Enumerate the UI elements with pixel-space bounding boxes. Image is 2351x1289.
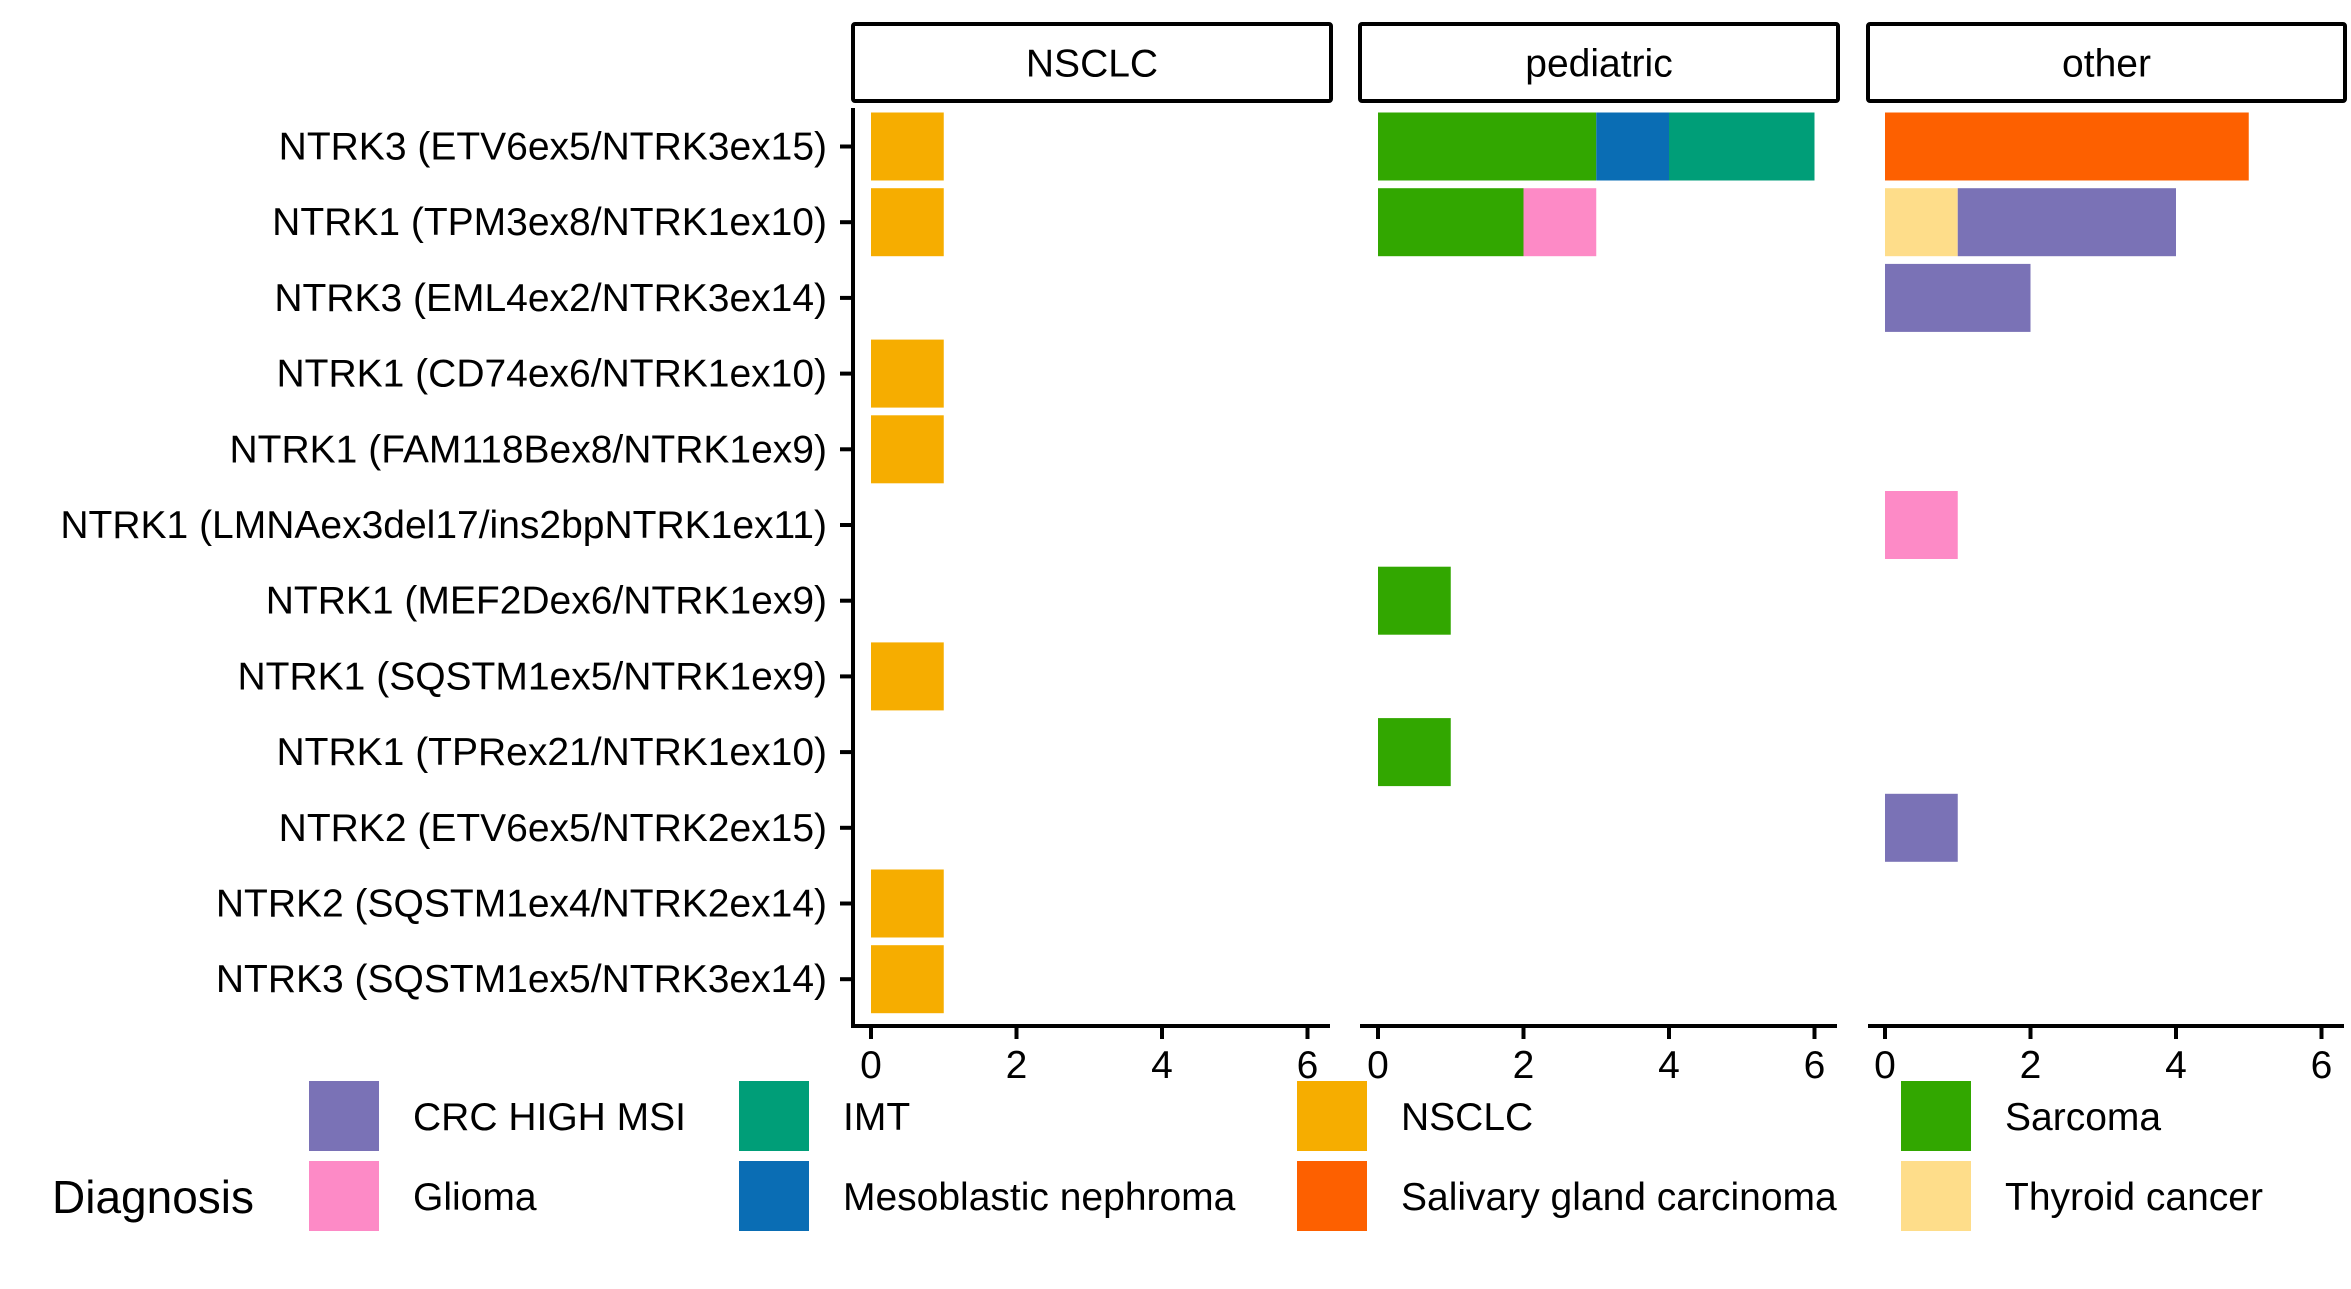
legend-key-sarcoma (1901, 1081, 1971, 1151)
bar-nsclc-ntrk3-etv6ex5-ntrk3ex15-nsclc (871, 112, 944, 181)
legend-key-imt (739, 1081, 809, 1151)
x-tick-label-other-0: 0 (1874, 1044, 1896, 1087)
bar-pediatric-ntrk3-etv6ex5-ntrk3ex15-imt (1669, 112, 1815, 181)
y-label-ntrk1-mef2dex6-ntrk1ex9: NTRK1 (MEF2Dex6/NTRK1ex9) (266, 580, 827, 623)
facet-strip-nsclc (851, 22, 1333, 103)
bars (871, 112, 2249, 1014)
x-tick-label-other-6: 6 (2311, 1044, 2333, 1087)
bar-nsclc-ntrk1-tpm3ex8-ntrk1ex10-nsclc (871, 188, 944, 257)
legend-label-glioma: Glioma (413, 1176, 537, 1219)
x-tick-label-other-2: 2 (2020, 1044, 2042, 1087)
facet-strips: NSCLC pediatric other (851, 22, 2347, 103)
legend-label-mesoblastic-nephroma: Mesoblastic nephroma (843, 1176, 1236, 1219)
y-label-ntrk2-sqstm1ex4-ntrk2ex14: NTRK2 (SQSTM1ex4/NTRK2ex14) (216, 883, 827, 926)
facet-label-nsclc: NSCLC (1026, 43, 1158, 86)
bar-pediatric-ntrk1-mef2dex6-ntrk1ex9-sarcoma (1378, 566, 1451, 635)
bar-nsclc-ntrk1-sqstm1ex5-ntrk1ex9-nsclc (871, 642, 944, 711)
bar-other-ntrk1-tpm3ex8-ntrk1ex10-crc-high-msi (1957, 188, 2176, 257)
x-tick-label-pediatric-6: 6 (1804, 1044, 1826, 1087)
legend-key-salivary-gland-carcinoma (1297, 1161, 1367, 1231)
y-label-ntrk1-cd74ex6-ntrk1ex10: NTRK1 (CD74ex6/NTRK1ex10) (276, 353, 827, 396)
x-tick-label-nsclc-2: 2 (1006, 1044, 1028, 1087)
x-tick-label-nsclc-4: 4 (1151, 1044, 1173, 1087)
facet-strip-pediatric (1358, 22, 1840, 103)
bar-other-ntrk1-tpm3ex8-ntrk1ex10-thyroid-cancer (1885, 188, 1958, 257)
x-tick-label-other-4: 4 (2165, 1044, 2187, 1087)
bar-nsclc-ntrk3-sqstm1ex5-ntrk3ex14-nsclc (871, 945, 944, 1014)
facet-label-other: other (2062, 43, 2151, 86)
legend-label-salivary-gland-carcinoma: Salivary gland carcinoma (1401, 1176, 1837, 1219)
legend-label-crc-high-msi: CRC HIGH MSI (413, 1096, 686, 1139)
y-label-ntrk1-lmnaex3del17-ins2bpntrk1ex11: NTRK1 (LMNAex3del17/ins2bpNTRK1ex11) (60, 504, 827, 547)
facet-strip-other (1866, 22, 2347, 103)
y-label-ntrk1-tpm3ex8-ntrk1ex10: NTRK1 (TPM3ex8/NTRK1ex10) (272, 201, 827, 244)
y-label-ntrk3-sqstm1ex5-ntrk3ex14: NTRK3 (SQSTM1ex5/NTRK3ex14) (216, 958, 827, 1001)
x-tick-label-pediatric-4: 4 (1658, 1044, 1680, 1087)
legend-title: Diagnosis (52, 1171, 254, 1223)
y-label-ntrk1-fam118bex8-ntrk1ex9: NTRK1 (FAM118Bex8/NTRK1ex9) (230, 428, 827, 471)
bar-pediatric-ntrk1-tpm3ex8-ntrk1ex10-glioma (1523, 188, 1597, 257)
legend-label-thyroid-cancer: Thyroid cancer (2005, 1176, 2263, 1219)
y-label-ntrk3-etv6ex5-ntrk3ex15: NTRK3 (ETV6ex5/NTRK3ex15) (279, 126, 827, 169)
bar-pediatric-ntrk1-tpm3ex8-ntrk1ex10-sarcoma (1378, 188, 1524, 257)
y-label-ntrk1-tprex21-ntrk1ex10: NTRK1 (TPRex21/NTRK1ex10) (277, 731, 828, 774)
legend: Diagnosis CRC HIGH MSI Glioma IMT Mesoblasti… (52, 1081, 2263, 1231)
legend-key-thyroid-cancer (1901, 1161, 1971, 1231)
axes: 0 2 4 6 0 2 4 6 0 2 4 6 (851, 108, 2344, 1087)
x-tick-label-nsclc-6: 6 (1297, 1044, 1319, 1087)
bar-pediatric-ntrk3-etv6ex5-ntrk3ex15-sarcoma (1378, 112, 1597, 181)
legend-key-crc-high-msi (309, 1081, 379, 1151)
x-tick-label-pediatric-2: 2 (1513, 1044, 1535, 1087)
legend-key-mesoblastic-nephroma (739, 1161, 809, 1231)
bar-other-ntrk3-eml4ex2-ntrk3ex14-crc-high-msi (1885, 263, 2031, 332)
y-label-ntrk1-sqstm1ex5-ntrk1ex9: NTRK1 (SQSTM1ex5/NTRK1ex9) (238, 655, 827, 698)
bar-nsclc-ntrk1-cd74ex6-ntrk1ex10-nsclc (871, 339, 944, 408)
bar-pediatric-ntrk1-tprex21-ntrk1ex10-sarcoma (1378, 718, 1451, 787)
legend-label-nsclc: NSCLC (1401, 1096, 1533, 1139)
y-axis-labels: NTRK3 (ETV6ex5/NTRK3ex15) NTRK1 (TPM3ex8/… (60, 126, 853, 1001)
x-tick-label-nsclc-0: 0 (860, 1044, 882, 1087)
legend-key-glioma (309, 1161, 379, 1231)
bar-other-ntrk1-lmnaex3del17-ins2bpntrk1ex11-glioma (1885, 491, 1958, 559)
bar-nsclc-ntrk2-sqstm1ex4-ntrk2ex14-nsclc (871, 869, 944, 938)
legend-label-imt: IMT (843, 1096, 910, 1139)
y-label-ntrk2-etv6ex5-ntrk2ex15: NTRK2 (ETV6ex5/NTRK2ex15) (279, 807, 827, 850)
legend-key-nsclc (1297, 1081, 1367, 1151)
facet-label-pediatric: pediatric (1525, 43, 1672, 86)
legend-label-sarcoma: Sarcoma (2005, 1096, 2161, 1139)
bar-other-ntrk3-etv6ex5-ntrk3ex15-salivary-gland-carcinoma (1885, 112, 2249, 181)
y-label-ntrk3-eml4ex2-ntrk3ex14: NTRK3 (EML4ex2/NTRK3ex14) (274, 277, 827, 320)
bar-other-ntrk2-etv6ex5-ntrk2ex15-crc-high-msi (1885, 793, 1958, 862)
x-tick-label-pediatric-0: 0 (1367, 1044, 1389, 1087)
bar-pediatric-ntrk3-etv6ex5-ntrk3ex15-mesoblastic-nephroma (1596, 112, 1669, 181)
bar-nsclc-ntrk1-fam118bex8-ntrk1ex9-nsclc (871, 415, 944, 484)
